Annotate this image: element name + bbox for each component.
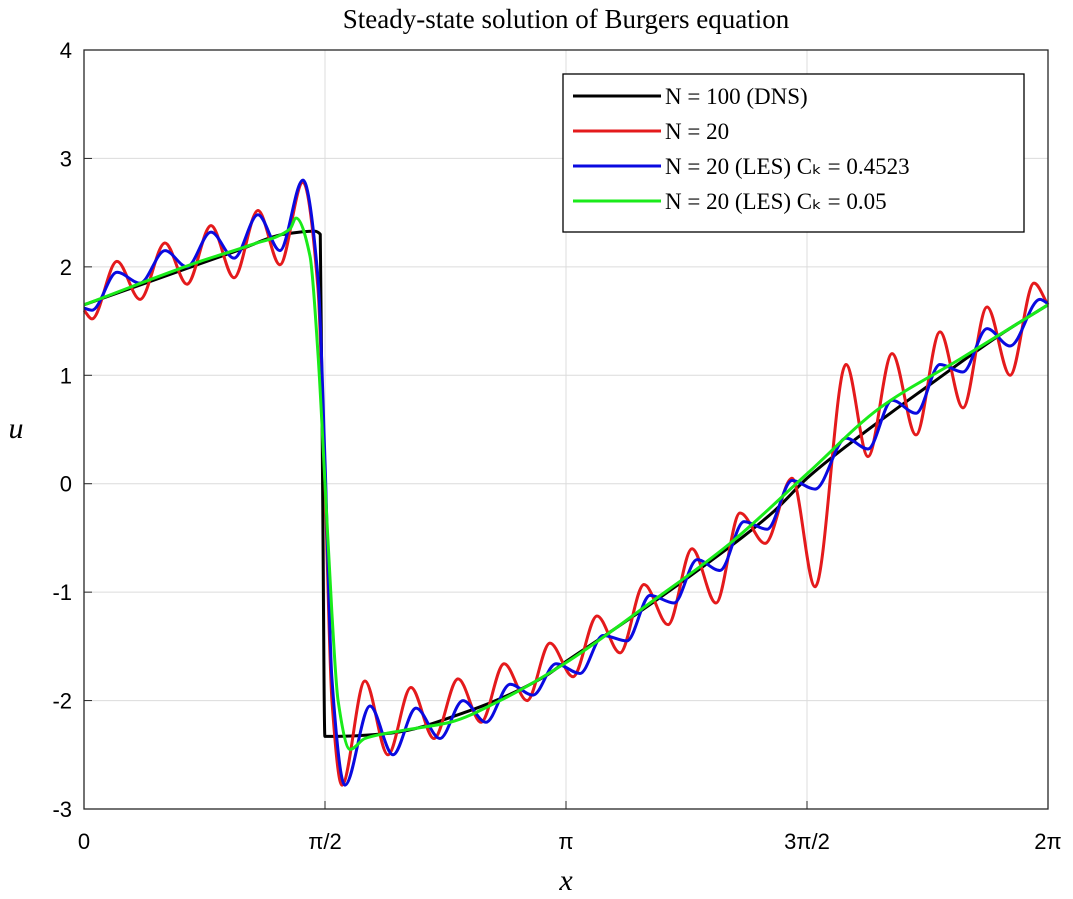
series-line [83, 216, 1049, 751]
legend-label: N = 20 (LES) Cₖ = 0.4523 [665, 154, 910, 179]
legend-label: N = 20 [665, 119, 729, 144]
x-tick-label: 3π/2 [784, 829, 830, 854]
legend-label: N = 100 (DNS) [665, 84, 808, 109]
y-tick-label: 1 [60, 363, 72, 388]
x-axis-label: x [558, 864, 573, 897]
axes-box [83, 49, 1049, 810]
y-tick-label: -3 [52, 797, 72, 822]
legend-box [562, 73, 1025, 233]
lines [82, 178, 1050, 787]
series-line [82, 180, 1050, 787]
y-tick-label: -1 [52, 580, 72, 605]
legend: N = 100 (DNS) N = 20 N = 20 (LES) Cₖ = 0.4… [562, 73, 1025, 233]
y-tick-label: 4 [60, 38, 72, 63]
x-tick-label: 2π [1034, 829, 1061, 854]
x-tick-label: π [558, 829, 573, 854]
x-tick-label: 0 [78, 829, 90, 854]
x-tick-label: π/2 [308, 829, 342, 854]
y-axis-label: u [9, 412, 24, 445]
y-tick-label: 3 [60, 146, 72, 171]
y-tick-label: 2 [60, 255, 72, 280]
chart-title: Steady-state solution of Burgers equatio… [343, 4, 790, 34]
series-line [83, 178, 1049, 787]
y-tick-label: 0 [60, 472, 72, 497]
y-tick-label: -2 [52, 689, 72, 714]
legend-label: N = 20 (LES) Cₖ = 0.05 [665, 189, 887, 214]
